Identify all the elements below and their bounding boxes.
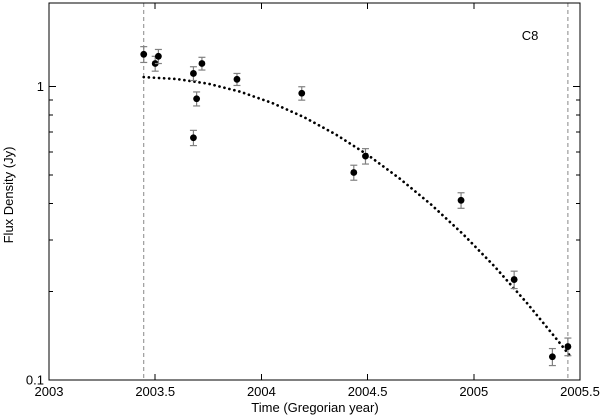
y-axis-title: Flux Density (Jy)	[1, 147, 16, 244]
x-tick-label: 2005.5	[560, 384, 600, 399]
data-point-marker	[190, 134, 197, 142]
data-point-marker	[193, 95, 201, 103]
data-point-marker	[140, 50, 148, 58]
component-label: C8	[522, 28, 539, 43]
x-tick-label: 2005	[459, 384, 488, 399]
x-tick-label: 2004	[247, 384, 276, 399]
data-point-marker	[198, 60, 206, 67]
data-point-marker	[298, 89, 306, 97]
data-point-marker	[564, 343, 572, 350]
x-tick-label: 2003.5	[135, 384, 175, 399]
fit-curve-dotted-path	[142, 75, 573, 360]
data-point-marker	[190, 70, 197, 77]
data-point-marker	[510, 276, 518, 283]
plot-frame	[48, 2, 581, 381]
data-point-marker	[350, 169, 358, 176]
data-point-marker	[548, 353, 556, 361]
y-tick-label: 0.1	[26, 373, 44, 388]
x-tick-label: 2003	[35, 384, 64, 399]
x-axis-title: Time (Gregorian year)	[251, 400, 378, 415]
data-point-marker	[362, 152, 369, 160]
data-point-marker	[233, 75, 241, 83]
data-point-marker	[154, 52, 162, 60]
data-point-marker	[457, 196, 465, 204]
x-tick-label: 2004.5	[348, 384, 388, 399]
y-tick-label: 1	[37, 79, 44, 94]
